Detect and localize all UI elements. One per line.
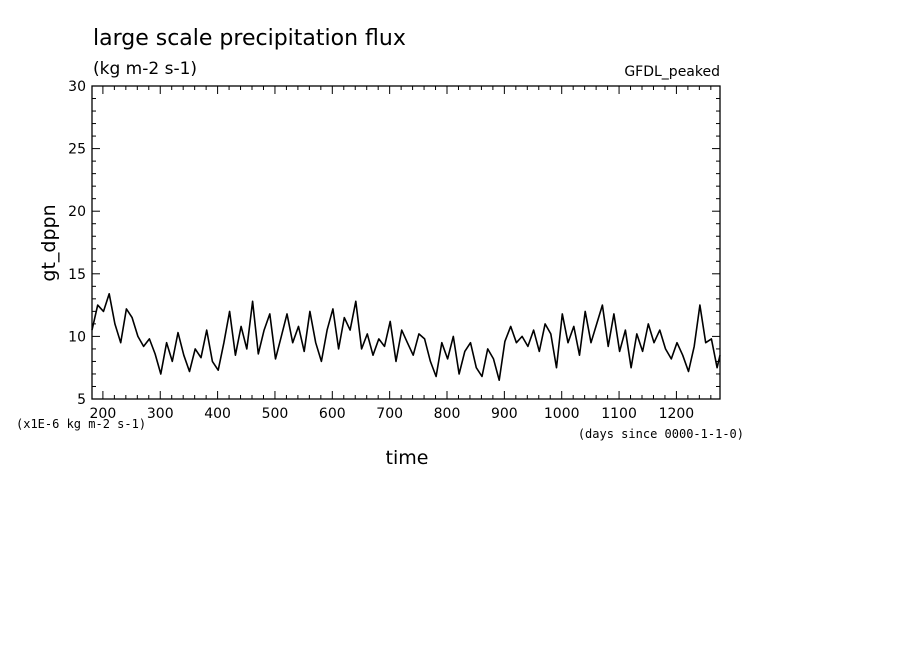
y-tick-label: 20 (68, 204, 86, 220)
model-label: GFDL_peaked (624, 64, 720, 80)
y-tick-label: 30 (68, 79, 86, 95)
x-axis: 200 300 400 500 600 700 800 900 1000 1100 1200 (90, 86, 712, 422)
chart-subtitle: (kg m-2 s-1) (93, 59, 197, 79)
x-axis-label: time (386, 447, 429, 469)
y-axis: 5 10 15 20 25 30 (68, 79, 720, 408)
x-tick-label: 900 (491, 406, 518, 422)
y-axis-label: gt_dppn (38, 204, 60, 281)
series-line (91, 292, 721, 382)
x-tick-label: 700 (376, 406, 403, 422)
x-tick-label: 1200 (659, 406, 695, 422)
x-tick-label: 200 (90, 406, 117, 422)
series-group (91, 292, 721, 382)
x-units-label: (days since 0000-1-1-0) (578, 427, 744, 441)
x-tick-label: 500 (262, 406, 289, 422)
x-tick-label: 600 (319, 406, 346, 422)
y-tick-label: 10 (68, 329, 86, 345)
x-tick-label: 300 (147, 406, 174, 422)
x-tick-label: 1000 (544, 406, 580, 422)
y-tick-label: 5 (77, 392, 86, 408)
y-scale-note: (x1E-6 kg m-2 s-1) (16, 417, 146, 431)
x-tick-label: 800 (434, 406, 461, 422)
chart-title: large scale precipitation flux (93, 26, 406, 51)
x-tick-label: 1100 (601, 406, 637, 422)
y-tick-label: 15 (68, 267, 86, 283)
x-tick-label: 400 (204, 406, 231, 422)
y-tick-label: 25 (68, 142, 86, 158)
plot-frame (91, 85, 721, 400)
